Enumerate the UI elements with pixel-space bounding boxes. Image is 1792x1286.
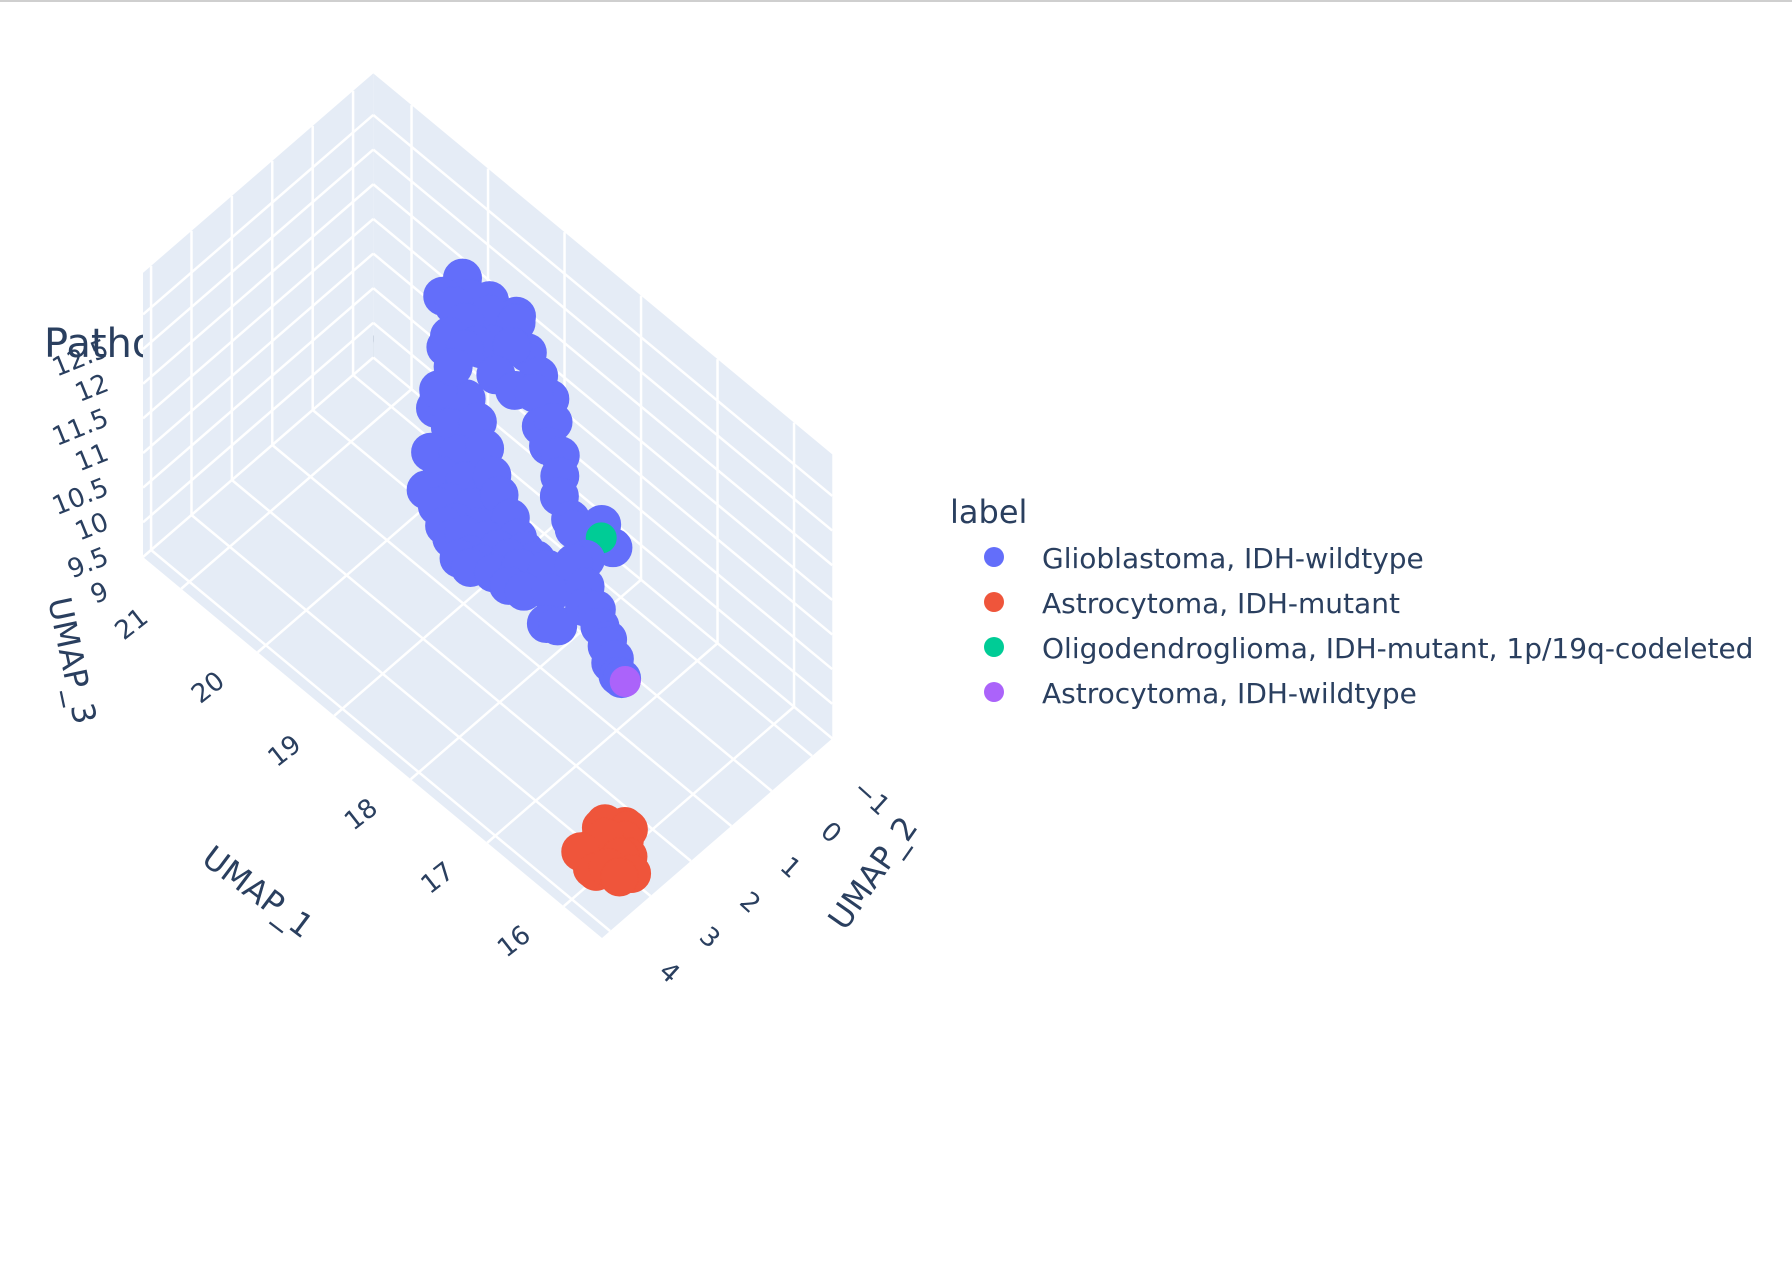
3d-scene[interactable]: 16171819202143210−199.51010.51111.51212.… xyxy=(48,73,896,990)
x-tick-label: 21 xyxy=(110,602,155,646)
data-point xyxy=(433,347,473,387)
legend-label: Oligodendroglioma, IDH-mutant, 1p/19q-co… xyxy=(1042,632,1753,665)
gridline-z-left xyxy=(142,287,375,489)
legend-label: Astrocytoma, IDH-mutant xyxy=(1042,587,1400,620)
x-tick-label: 18 xyxy=(339,793,384,837)
gridline-y-floor xyxy=(150,549,611,932)
legend-label: Glioblastoma, IDH-wildtype xyxy=(1042,542,1424,575)
legend-items: Glioblastoma, IDH-wildtype Astrocytoma, I… xyxy=(984,542,1753,710)
y-tick-label: 0 xyxy=(814,816,846,849)
floor-pane xyxy=(143,357,833,938)
x-tick-label: 17 xyxy=(416,856,461,900)
gridline-x-floor xyxy=(486,642,719,844)
gridline-z-left xyxy=(142,183,375,385)
x-axis-title: UMAP_1 xyxy=(195,838,321,946)
left-wall-pane xyxy=(143,73,374,558)
gridline-z-back xyxy=(372,113,834,497)
legend-title: label xyxy=(950,493,1027,531)
gridline-y-floor xyxy=(190,514,652,897)
gridline-z-left xyxy=(142,114,375,316)
legend-label: Astrocytoma, IDH-wildtype xyxy=(1042,677,1417,710)
legend-marker xyxy=(984,592,1004,612)
gridline-z-back xyxy=(372,148,834,532)
z-axis-title: UMAP_3 xyxy=(40,594,104,728)
gridline-y-floor xyxy=(271,444,733,827)
top-border xyxy=(0,0,1792,2)
y-tick-label: 4 xyxy=(653,956,685,989)
x-tick-label: 16 xyxy=(492,920,537,964)
y-tick-label: −1 xyxy=(847,774,896,822)
z-tick-label: 9.5 xyxy=(63,542,113,585)
x-tick-label: 20 xyxy=(186,666,231,710)
y-tick-label: 3 xyxy=(693,921,725,954)
data-point xyxy=(538,606,578,646)
data-point xyxy=(609,666,641,698)
gridline-x-floor xyxy=(180,388,413,590)
y-tick-label: 1 xyxy=(774,851,806,884)
legend-marker xyxy=(984,682,1004,702)
gridline-z-left xyxy=(142,148,375,351)
gridline-y-floor xyxy=(231,479,692,862)
legend-marker xyxy=(984,637,1004,657)
x-tick-label: 19 xyxy=(263,729,308,773)
z-tick-label: 9 xyxy=(86,576,113,610)
legend-marker xyxy=(984,547,1004,567)
gridline-z-left xyxy=(142,217,375,420)
gridline-z-back xyxy=(372,183,834,567)
data-points xyxy=(406,258,652,897)
data-point xyxy=(599,857,639,897)
y-tick-label: 2 xyxy=(734,886,766,919)
gridline-z-left xyxy=(142,252,375,454)
legend: label Glioblastoma, IDH-wildtype Astrocyt… xyxy=(950,493,1753,710)
gridline-z-left xyxy=(142,356,375,558)
gridline-z-left xyxy=(142,321,375,524)
